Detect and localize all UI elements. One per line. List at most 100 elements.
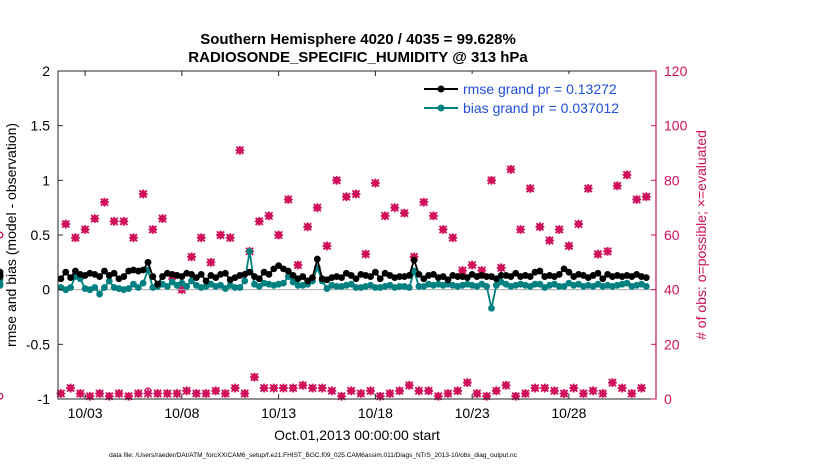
- y-axis-label: rmse and bias (model - observation): [3, 123, 19, 347]
- obs-evaluated-point: [641, 192, 651, 202]
- obs-evaluated-point: [129, 233, 138, 243]
- chart-subtitle: RADIOSONDE_SPECIFIC_HUMIDITY @ 313 hPa: [188, 49, 528, 66]
- obs-evaluated-point: [458, 266, 467, 275]
- x-tick-label: 10/23: [455, 405, 490, 421]
- rmse-point: [67, 274, 74, 282]
- obs-evaluated-point: [617, 383, 627, 393]
- x-tick-label: 10/08: [164, 405, 199, 421]
- obs-evaluated-point: [341, 192, 351, 202]
- obs-evaluated-point: [612, 181, 622, 191]
- rmse-point: [512, 269, 520, 277]
- rmse-point: [594, 269, 602, 277]
- rmse-point: [275, 262, 283, 270]
- obs-evaluated-point: [158, 214, 167, 223]
- obs-evaluated-point: [535, 222, 545, 232]
- bias-point: [333, 282, 341, 290]
- rmse-point: [430, 270, 437, 278]
- rmse-point: [255, 275, 263, 283]
- rmse-point: [599, 275, 607, 283]
- obs-evaluated-point: [327, 386, 337, 396]
- obs-evaluated-point: [100, 197, 109, 207]
- bias-point: [96, 290, 104, 298]
- obs-evaluated-point: [124, 391, 134, 401]
- rmse-point: [420, 275, 428, 283]
- obs-evaluated-point: [395, 386, 404, 396]
- bias-point: [323, 285, 331, 292]
- rmse-point: [246, 268, 253, 276]
- obs-evaluated-point: [322, 241, 332, 251]
- rmse-point: [492, 275, 500, 283]
- obs-evaluated-point: [254, 216, 264, 226]
- bias-point: [555, 282, 563, 290]
- x-tick-label: 10/03: [68, 405, 103, 421]
- rmse-point: [507, 273, 515, 280]
- bias-point: [0, 281, 4, 289]
- y2-tick-label: 120: [664, 63, 688, 79]
- rmse-point: [444, 276, 452, 284]
- bias-point: [396, 282, 403, 290]
- legend-box: [417, 74, 652, 118]
- rmse-series: [0, 255, 650, 288]
- rmse-point: [526, 273, 534, 280]
- obs-evaluated-point: [400, 208, 409, 218]
- obs-evaluated-point: [438, 225, 448, 234]
- obs-evaluated-point: [472, 389, 482, 398]
- y-tick-label: 1: [42, 172, 50, 188]
- y-tick-label: 0.5: [31, 227, 51, 243]
- obs-evaluated-point: [390, 203, 400, 213]
- obs-possible-point: [0, 231, 4, 239]
- bias-point: [255, 282, 263, 290]
- obs-evaluated-point: [516, 225, 525, 234]
- y-tick-label: 2: [42, 63, 50, 79]
- bias-point: [347, 280, 355, 288]
- chart-title: Southern Hemisphere 4020 / 4035 = 99.628…: [200, 31, 516, 48]
- obs-evaluated-point: [385, 389, 395, 398]
- obs-evaluated-point: [351, 189, 361, 199]
- obs-evaluated-point: [71, 233, 80, 243]
- obs-evaluated-point: [206, 257, 216, 267]
- y2-tick-label: 20: [664, 336, 680, 352]
- bias-point: [280, 279, 287, 287]
- bias-point: [371, 284, 379, 291]
- obs-evaluated-point: [172, 389, 182, 398]
- obs-evaluated-point: [588, 386, 598, 396]
- x-axis-label: Oct.01,2013 00:00:00 start: [274, 427, 440, 443]
- obs-evaluated-point: [133, 389, 143, 398]
- rmse-point: [0, 272, 4, 279]
- bias-point: [246, 248, 253, 255]
- obs-evaluated-point: [264, 211, 274, 221]
- bias-point: [125, 285, 133, 292]
- rmse-point: [178, 273, 186, 280]
- obs-evaluated-point: [119, 216, 129, 226]
- bias-point: [105, 277, 113, 285]
- obs-evaluated-point: [162, 389, 172, 398]
- rmse-point: [139, 266, 147, 274]
- y-axis-left: -1 -0.5 0 0.5 1 1.5 2: [26, 63, 63, 407]
- bias-point: [163, 282, 171, 290]
- obs-evaluated-point: [419, 197, 429, 207]
- bias-point: [168, 278, 176, 286]
- rmse-point: [565, 268, 573, 276]
- obs-evaluated-point: [201, 389, 211, 398]
- obs-evaluated-point: [453, 386, 463, 396]
- obs-evaluated-point: [95, 389, 105, 398]
- bias-point: [488, 304, 495, 312]
- x-tick-label: 10/18: [358, 405, 393, 421]
- obs-evaluated-point: [487, 175, 496, 185]
- obs-evaluated-point: [66, 383, 75, 393]
- obs-evaluated-point: [114, 389, 124, 398]
- bias-point: [217, 281, 224, 289]
- y-tick-label: -0.5: [26, 336, 50, 352]
- obs-evaluated-point: [380, 211, 390, 221]
- bias-point: [222, 285, 229, 292]
- obs-evaluated-point: [477, 266, 487, 275]
- obs-evaluated-point: [85, 391, 95, 401]
- obs-evaluated-point: [574, 219, 583, 229]
- y2-tick-label: 100: [664, 118, 688, 134]
- obs-evaluated-point: [196, 233, 206, 243]
- rmse-point: [396, 273, 403, 280]
- footnote: data file: /Users/raeder/DAI/ATM_forcXX/…: [109, 452, 518, 459]
- rmse-point: [304, 277, 312, 285]
- obs-evaluated-point: [250, 372, 259, 382]
- obs-evaluated-point: [269, 383, 279, 393]
